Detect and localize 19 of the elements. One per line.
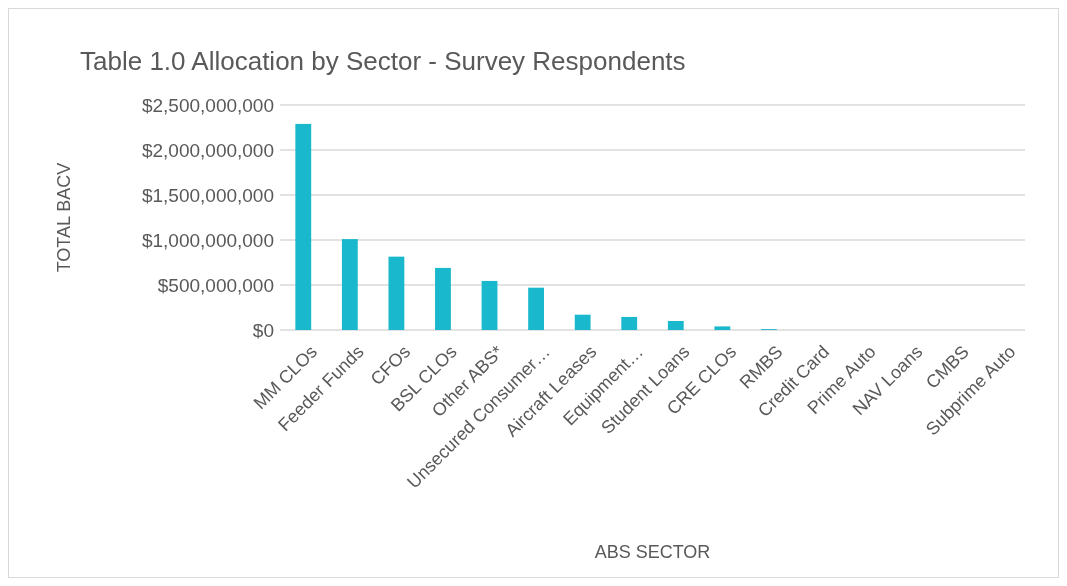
x-axis-title: ABS SECTOR bbox=[594, 542, 711, 562]
bar bbox=[621, 316, 638, 330]
y-tick-label: $0 bbox=[252, 319, 274, 341]
chart-title: Table 1.0 Allocation by Sector - Survey Respondents bbox=[80, 46, 686, 76]
bar bbox=[481, 280, 498, 330]
y-tick-label: $1,500,000,000 bbox=[141, 184, 274, 206]
bar bbox=[295, 123, 312, 330]
bar bbox=[528, 287, 545, 330]
y-tick-label: $2,500,000,000 bbox=[141, 94, 274, 116]
bar bbox=[341, 239, 358, 330]
y-tick-label: $500,000,000 bbox=[157, 274, 274, 296]
bar bbox=[435, 267, 451, 330]
bar bbox=[574, 314, 591, 330]
y-tick-label: $1,000,000,000 bbox=[141, 229, 274, 251]
bar bbox=[714, 326, 731, 330]
y-axis-title: TOTAL BACV bbox=[54, 162, 74, 273]
y-tick-label: $2,000,000,000 bbox=[141, 139, 274, 161]
bar bbox=[667, 321, 684, 330]
bar bbox=[388, 256, 405, 330]
